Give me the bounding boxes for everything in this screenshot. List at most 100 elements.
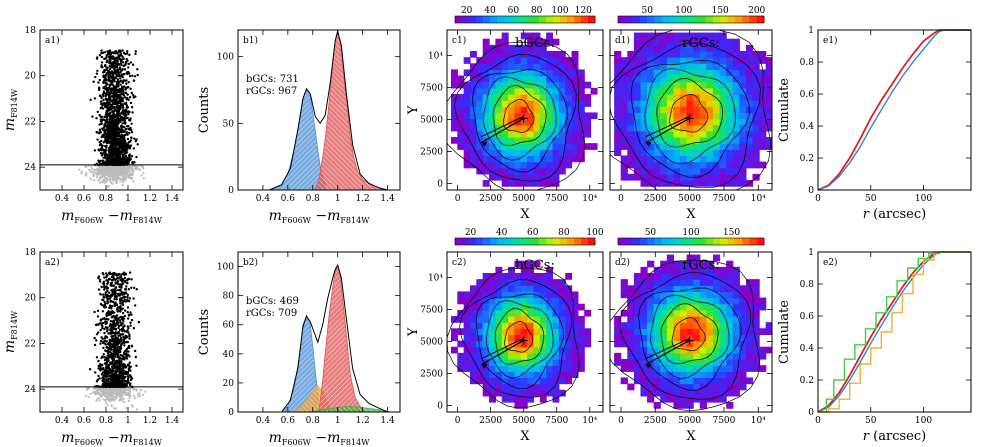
density-cell (627, 50, 635, 58)
bright-point (104, 272, 108, 275)
faint-point (130, 177, 134, 180)
colorbar-swatch (749, 16, 758, 23)
density-cell (463, 118, 471, 126)
bright-point (131, 162, 134, 165)
density-cell (660, 69, 668, 77)
bright-point (127, 145, 130, 148)
bright-point (130, 130, 134, 134)
faint-point (85, 174, 88, 177)
bright-point (122, 94, 126, 97)
density-cell (640, 57, 648, 64)
density-cell (463, 69, 471, 77)
faint-point (103, 173, 106, 177)
faint-point (102, 398, 105, 401)
density-cell (552, 137, 560, 144)
density-cell (527, 44, 535, 52)
density-cell (495, 50, 503, 58)
density-cell (739, 81, 747, 89)
bright-point (113, 70, 116, 73)
density-cell (501, 50, 509, 58)
faint-point (110, 391, 113, 394)
x-tick-label: 7500 (712, 194, 735, 204)
density-cell (719, 81, 727, 89)
density-cell (520, 143, 528, 150)
faint-point (84, 165, 87, 168)
density-cell (501, 100, 509, 107)
density-cell (476, 106, 484, 114)
bright-point (104, 152, 107, 155)
bright-point (109, 91, 113, 95)
density-cell (752, 118, 760, 126)
density-cell (719, 69, 727, 77)
density-cell (470, 124, 477, 132)
density-cell (527, 149, 535, 157)
faint-point (128, 175, 131, 178)
colorbar-swatch (705, 16, 714, 23)
density-cell (565, 112, 573, 120)
bright-point (99, 293, 102, 296)
bright-point (116, 108, 120, 112)
bright-point (123, 96, 127, 99)
bright-point (99, 342, 102, 345)
bright-point (106, 356, 110, 360)
density-cell (699, 44, 707, 52)
density-cell (514, 124, 522, 132)
density-cell (571, 50, 579, 58)
density-cell (620, 118, 628, 126)
density-cell (470, 112, 477, 120)
density-cell (489, 50, 496, 58)
density-cell (558, 50, 566, 58)
density-cell (476, 100, 484, 107)
bright-point (108, 374, 111, 377)
faint-point (126, 388, 129, 392)
density-cell (463, 106, 471, 114)
density-cell (673, 50, 681, 58)
density-cell (719, 38, 727, 46)
density-cell (752, 100, 760, 107)
density-cell (470, 81, 477, 89)
density-cell (666, 57, 675, 64)
bright-point (99, 143, 103, 146)
bright-point (130, 286, 133, 290)
density-cell (633, 118, 642, 126)
density-cell (508, 130, 516, 138)
density-cell (633, 63, 642, 71)
density-cell (732, 87, 740, 95)
bright-point (128, 131, 131, 135)
faint-point (92, 172, 95, 175)
bright-point (103, 276, 106, 279)
bright-point (119, 83, 122, 86)
density-cell (457, 112, 465, 120)
panel-label: b1) (243, 35, 258, 46)
bright-point (115, 81, 119, 84)
bright-point (114, 323, 118, 327)
density-cell (627, 161, 635, 169)
bright-point (109, 87, 112, 91)
density-cell (732, 167, 740, 175)
bright-point (133, 137, 136, 140)
bright-point (121, 355, 125, 359)
density-cell (539, 69, 547, 77)
density-cell (527, 161, 535, 169)
bright-point (136, 68, 139, 71)
density-cell (520, 149, 528, 157)
density-cell (706, 161, 714, 169)
bright-point (113, 120, 116, 123)
density-cell (666, 69, 675, 77)
density-cell (571, 69, 579, 77)
density-cell (633, 173, 642, 181)
faint-point (89, 392, 93, 395)
density-cell (680, 161, 688, 169)
bright-point (115, 91, 118, 94)
density-cell (726, 155, 734, 163)
y-tick-label: 100 (217, 53, 234, 63)
bright-point (127, 70, 130, 74)
density-cell (489, 44, 496, 52)
bright-point (104, 65, 107, 68)
bright-point (101, 298, 104, 301)
density-cell (470, 75, 477, 83)
density-cell (533, 124, 541, 132)
bright-point (128, 128, 131, 131)
density-cell (495, 44, 503, 52)
faint-point (126, 391, 129, 394)
